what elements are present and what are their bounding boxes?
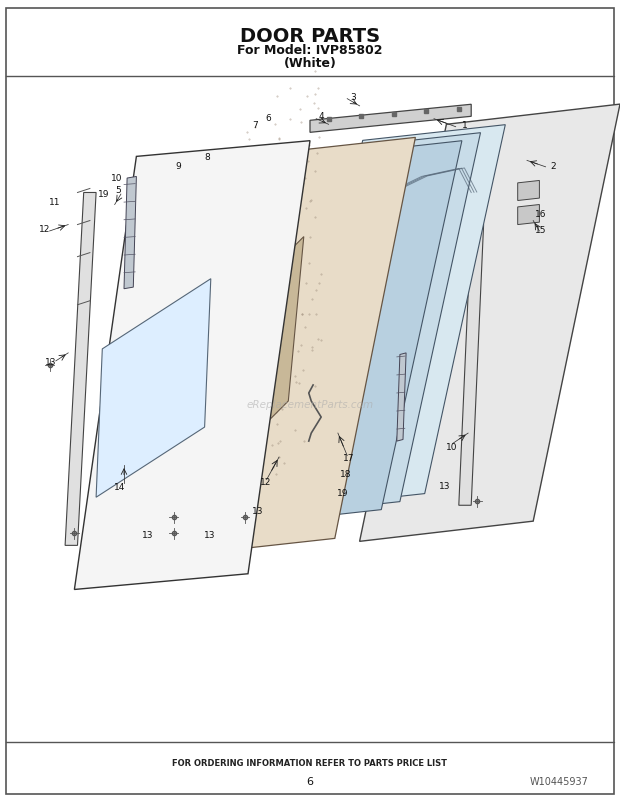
- Text: 7: 7: [252, 121, 259, 131]
- Text: 13: 13: [204, 531, 215, 541]
- Polygon shape: [74, 140, 310, 589]
- Text: 2: 2: [550, 161, 556, 171]
- Text: 13: 13: [252, 507, 263, 516]
- Text: 13: 13: [440, 482, 451, 492]
- Text: 19: 19: [99, 189, 110, 199]
- Text: FOR ORDERING INFORMATION REFER TO PARTS PRICE LIST: FOR ORDERING INFORMATION REFER TO PARTS …: [172, 759, 448, 768]
- Text: 13: 13: [45, 358, 56, 367]
- Polygon shape: [518, 205, 539, 225]
- Polygon shape: [65, 192, 96, 545]
- Text: 4: 4: [318, 111, 324, 121]
- Polygon shape: [282, 124, 505, 509]
- Text: 9: 9: [175, 161, 182, 171]
- Text: eReplacementParts.com: eReplacementParts.com: [246, 400, 374, 410]
- Text: 12: 12: [260, 478, 271, 488]
- Text: 6: 6: [306, 777, 314, 787]
- Text: 13: 13: [142, 531, 153, 541]
- Text: 11: 11: [49, 197, 60, 207]
- Text: 3: 3: [350, 93, 356, 103]
- Polygon shape: [96, 279, 211, 497]
- Text: 18: 18: [340, 470, 352, 480]
- Text: (White): (White): [283, 57, 337, 70]
- Polygon shape: [198, 137, 415, 553]
- Text: 5: 5: [115, 186, 121, 196]
- Polygon shape: [220, 237, 304, 469]
- Polygon shape: [124, 176, 136, 289]
- Polygon shape: [360, 104, 620, 541]
- Polygon shape: [239, 140, 462, 525]
- Text: 8: 8: [205, 153, 211, 163]
- Text: 1: 1: [462, 121, 468, 131]
- Text: 10: 10: [446, 443, 457, 452]
- Polygon shape: [459, 225, 484, 505]
- Text: 16: 16: [535, 210, 546, 220]
- Text: For Model: IVP85802: For Model: IVP85802: [237, 44, 383, 57]
- Polygon shape: [310, 104, 471, 132]
- Polygon shape: [397, 353, 406, 441]
- Text: 14: 14: [114, 483, 125, 492]
- Text: 12: 12: [39, 225, 50, 234]
- Text: W10445937: W10445937: [530, 777, 589, 787]
- Polygon shape: [257, 132, 480, 517]
- Text: 17: 17: [343, 454, 354, 464]
- Text: DOOR PARTS: DOOR PARTS: [240, 26, 380, 46]
- Polygon shape: [518, 180, 539, 200]
- Text: 6: 6: [265, 114, 272, 124]
- Text: 10: 10: [111, 173, 122, 183]
- Text: 19: 19: [337, 488, 348, 498]
- Text: 15: 15: [535, 225, 546, 235]
